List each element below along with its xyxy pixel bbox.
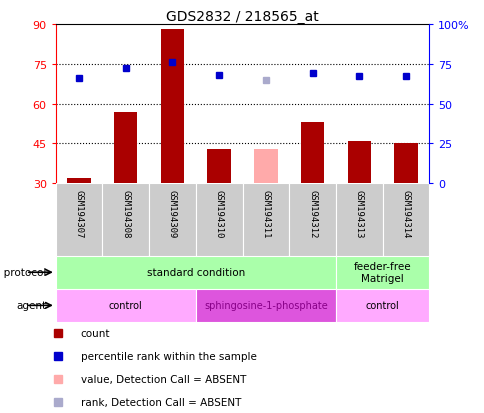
Text: GSM194313: GSM194313 — [354, 190, 363, 238]
Bar — [288, 184, 335, 256]
Bar — [382, 184, 428, 256]
Bar — [149, 184, 196, 256]
Text: GSM194312: GSM194312 — [307, 190, 317, 238]
Bar — [242, 184, 288, 256]
Text: count: count — [80, 328, 110, 339]
Bar — [300, 123, 323, 184]
Text: GSM194314: GSM194314 — [401, 190, 409, 238]
Bar — [67, 178, 91, 184]
Bar — [347, 141, 370, 184]
Text: standard condition: standard condition — [146, 268, 244, 278]
Text: GSM194308: GSM194308 — [121, 190, 130, 238]
Bar — [335, 184, 382, 256]
Bar — [114, 112, 137, 184]
Text: sphingosine-1-phosphate: sphingosine-1-phosphate — [204, 301, 327, 311]
Text: value, Detection Call = ABSENT: value, Detection Call = ABSENT — [80, 374, 245, 384]
Text: GSM194309: GSM194309 — [167, 190, 177, 238]
Bar — [196, 184, 242, 256]
Bar — [102, 184, 149, 256]
Bar — [56, 256, 335, 289]
Text: control: control — [365, 301, 399, 311]
Title: GDS2832 / 218565_at: GDS2832 / 218565_at — [166, 10, 318, 24]
Bar — [393, 144, 417, 184]
Text: agent: agent — [16, 301, 46, 311]
Text: rank, Detection Call = ABSENT: rank, Detection Call = ABSENT — [80, 396, 241, 407]
Text: control: control — [109, 301, 142, 311]
Bar — [56, 184, 102, 256]
Text: GSM194311: GSM194311 — [261, 190, 270, 238]
Bar — [254, 150, 277, 184]
Text: growth protocol: growth protocol — [0, 268, 46, 278]
Bar — [196, 289, 335, 322]
Bar — [207, 150, 230, 184]
Text: GSM194310: GSM194310 — [214, 190, 223, 238]
Bar — [335, 289, 428, 322]
Text: GSM194307: GSM194307 — [75, 190, 83, 238]
Bar — [56, 289, 196, 322]
Bar — [335, 256, 428, 289]
Text: percentile rank within the sample: percentile rank within the sample — [80, 351, 256, 361]
Text: feeder-free
Matrigel: feeder-free Matrigel — [353, 262, 410, 283]
Bar — [161, 30, 184, 184]
